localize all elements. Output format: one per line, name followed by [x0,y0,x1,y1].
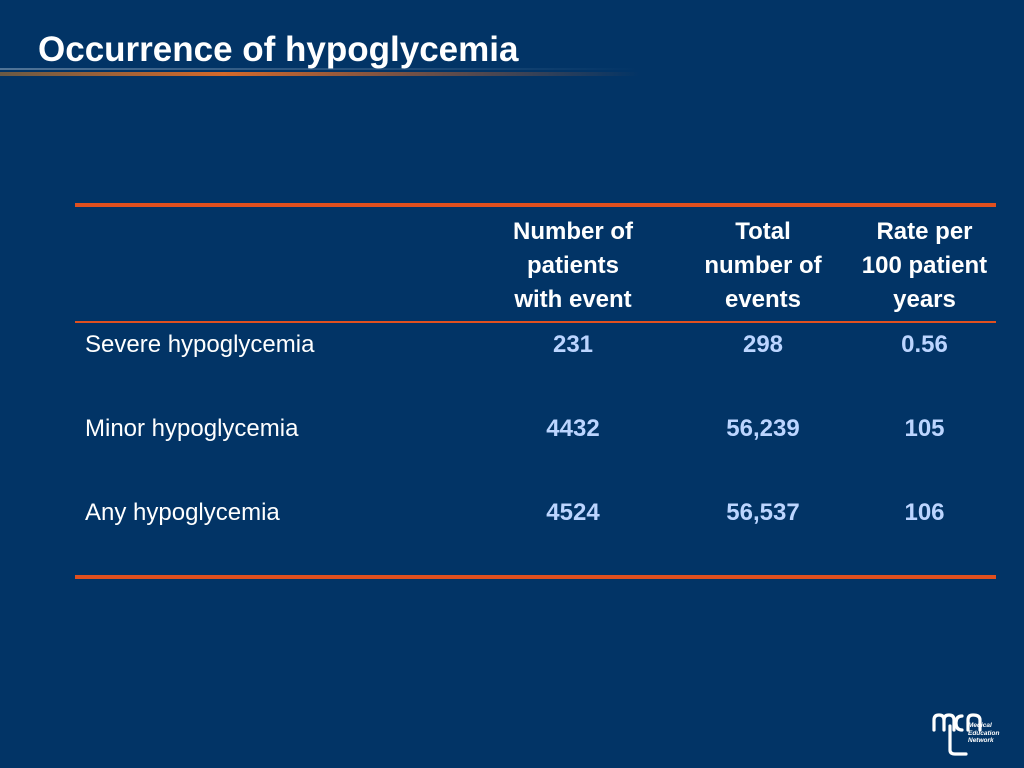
table-row: Any hypoglycemia 4524 56,537 106 [75,491,996,575]
cell-patients: 4524 [546,499,600,526]
row-label: Minor hypoglycemia [85,415,299,442]
header-line: number of [704,252,822,279]
cell-patients: 4432 [546,415,600,442]
header-line: 100 patient [861,252,988,279]
row-label: Any hypoglycemia [85,499,280,526]
header-line: Number of [513,218,633,245]
header-line: events [724,286,802,313]
title-underline [0,72,640,76]
table-row: Severe hypoglycemia 231 298 0.56 [75,323,996,407]
cell-events: 56,239 [726,415,800,442]
table-top-rule [75,203,996,207]
data-table: Number of patients with event Total numb… [75,207,996,321]
row-label: Severe hypoglycemia [85,331,315,358]
table-row: Minor hypoglycemia 4432 56,239 105 [75,407,996,491]
cell-events: 56,537 [726,499,800,526]
cell-patients: 231 [552,331,594,358]
logo-line: Education [968,729,1000,737]
column-header-events: Total number of events [673,207,853,321]
header-line: with event [514,286,632,313]
logo-line: Medical [968,722,992,729]
title-underline-glow [0,68,640,70]
logo-text: Medical Education Network [968,722,999,745]
column-header-rate: Rate per 100 patient years [853,207,996,321]
table-bottom-rule [75,575,996,579]
data-table-body: Severe hypoglycemia 231 298 0.56 Minor h… [75,323,996,575]
cell-events: 298 [742,331,784,358]
header-line: years [893,286,956,313]
column-header-patients: Number of patients with event [473,207,673,321]
header-line: patients [526,252,619,279]
table-header-row: Number of patients with event Total numb… [75,207,996,321]
column-header-label [75,207,473,321]
header-line: Total [735,218,791,245]
cell-rate: 106 [904,499,945,526]
cell-rate: 0.56 [901,331,948,358]
slide-title: Occurrence of hypoglycemia [38,30,519,69]
table-header-rule [75,321,996,323]
logo-mark-icon [932,713,982,756]
hypoglycemia-table: Number of patients with event Total numb… [75,203,996,579]
cell-rate: 105 [904,415,945,442]
logo-line: Network [968,737,994,744]
mcn-logo-icon: Medical Education Network [928,710,1010,756]
header-line: Rate per [876,218,973,245]
